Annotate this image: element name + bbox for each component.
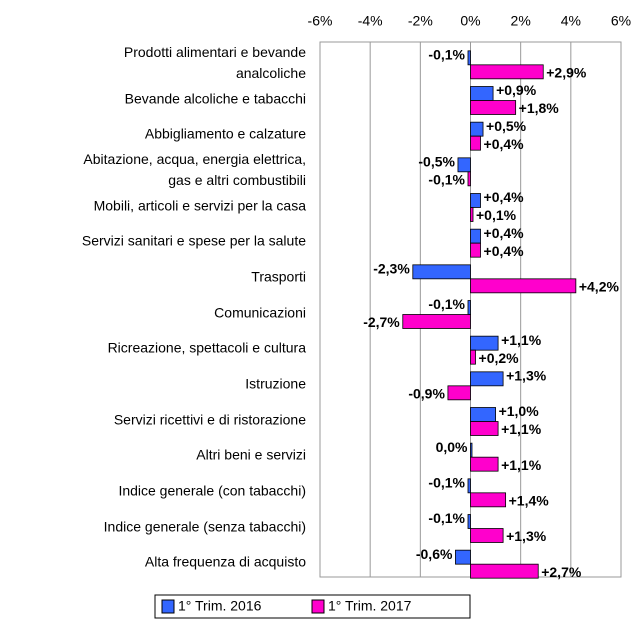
bar bbox=[455, 549, 471, 565]
value-label: +1,1% bbox=[501, 332, 542, 348]
legend-label: 1° Trim. 2016 bbox=[178, 598, 262, 614]
bar bbox=[470, 563, 539, 579]
x-tick-label: -4% bbox=[358, 13, 383, 29]
category-label: Servizi sanitari e spese per la salute bbox=[81, 232, 306, 249]
value-label: +1,3% bbox=[506, 528, 547, 544]
value-label: -0,1% bbox=[428, 296, 465, 312]
value-label: -0,1% bbox=[428, 510, 465, 526]
bar bbox=[402, 314, 471, 329]
bar bbox=[467, 300, 471, 315]
value-label: +1,1% bbox=[501, 457, 542, 473]
x-tick-label: -6% bbox=[308, 13, 333, 29]
bar bbox=[470, 456, 499, 472]
category-label: Servizi ricettivi e di ristorazione bbox=[113, 411, 306, 427]
category-label: Prodotti alimentari e bevande analcolich… bbox=[123, 43, 306, 81]
value-label: +0,9% bbox=[496, 82, 537, 98]
value-label: -2,3% bbox=[373, 261, 410, 277]
value-label: +0,4% bbox=[484, 189, 525, 205]
x-tick-label: 2% bbox=[511, 13, 531, 29]
bar bbox=[470, 100, 517, 115]
category-label: Istruzione bbox=[245, 375, 306, 392]
bar bbox=[470, 86, 494, 101]
category-label: Altri beni e servizi bbox=[196, 446, 306, 463]
value-label: -0,1% bbox=[428, 172, 465, 188]
bar bbox=[470, 228, 481, 244]
bar bbox=[447, 385, 471, 401]
legend-swatch bbox=[161, 599, 175, 614]
category-label: Trasporti bbox=[251, 268, 306, 285]
bar bbox=[470, 64, 544, 80]
bar bbox=[470, 242, 481, 258]
value-label: -0,5% bbox=[418, 154, 455, 170]
legend-swatch bbox=[311, 599, 325, 614]
value-label: +4,2% bbox=[579, 279, 620, 295]
bar bbox=[470, 278, 577, 294]
value-label: +2,9% bbox=[546, 65, 587, 81]
bar bbox=[467, 478, 471, 494]
bar bbox=[470, 121, 484, 137]
value-label: +0,4% bbox=[484, 136, 525, 152]
category-label: Comunicazioni bbox=[214, 304, 306, 320]
value-label: +0,4% bbox=[484, 225, 525, 241]
bar bbox=[470, 371, 504, 387]
value-label: +2,7% bbox=[541, 564, 582, 580]
value-label: -0,9% bbox=[408, 386, 445, 402]
value-label: -0,1% bbox=[428, 47, 465, 63]
x-tick-label: -2% bbox=[408, 13, 433, 29]
category-label: Abitazione, acqua, energia elettrica, ga… bbox=[83, 150, 306, 188]
category-label: Mobili, articoli e servizi per la casa bbox=[93, 197, 306, 213]
bar bbox=[467, 171, 471, 187]
value-label: +0,2% bbox=[479, 350, 520, 366]
value-label: +0,1% bbox=[476, 207, 517, 223]
bar bbox=[470, 193, 481, 208]
category-label: Alta frequenza di acquisto bbox=[144, 553, 306, 570]
category-label: Abbigliamento e calzature bbox=[144, 125, 306, 142]
category-label: Indice generale (senza tabacchi) bbox=[103, 518, 306, 534]
value-label: 0,0% bbox=[436, 439, 468, 455]
value-label: +1,4% bbox=[509, 493, 550, 509]
bar bbox=[470, 335, 499, 351]
bar bbox=[470, 135, 481, 151]
bar bbox=[412, 264, 471, 280]
bar bbox=[470, 407, 496, 422]
bar bbox=[467, 50, 471, 66]
x-tick-label: 0% bbox=[460, 13, 480, 29]
bar bbox=[470, 442, 473, 458]
category-label: Ricreazione, spettacoli e cultura bbox=[107, 339, 306, 356]
value-label: +0,5% bbox=[486, 118, 527, 134]
x-tick-label: 6% bbox=[611, 13, 631, 29]
bar bbox=[467, 514, 471, 529]
legend-label: 1° Trim. 2017 bbox=[328, 598, 412, 614]
bar bbox=[470, 207, 474, 222]
value-label: +1,8% bbox=[519, 100, 560, 116]
bar bbox=[470, 492, 507, 508]
bar bbox=[470, 528, 504, 543]
value-label: +1,3% bbox=[506, 368, 547, 384]
value-label: -2,7% bbox=[363, 314, 400, 330]
value-label: +1,1% bbox=[501, 421, 542, 437]
bar bbox=[470, 349, 476, 365]
bar bbox=[470, 421, 499, 436]
x-tick-label: 4% bbox=[561, 13, 581, 29]
value-label: -0,6% bbox=[416, 546, 453, 562]
bar bbox=[457, 157, 471, 173]
value-label: +0,4% bbox=[484, 243, 525, 259]
category-label: Bevande alcoliche e tabacchi bbox=[124, 90, 306, 106]
value-label: -0,1% bbox=[428, 475, 465, 491]
value-label: +1,0% bbox=[499, 403, 540, 419]
category-label: Indice generale (con tabacchi) bbox=[118, 482, 306, 499]
